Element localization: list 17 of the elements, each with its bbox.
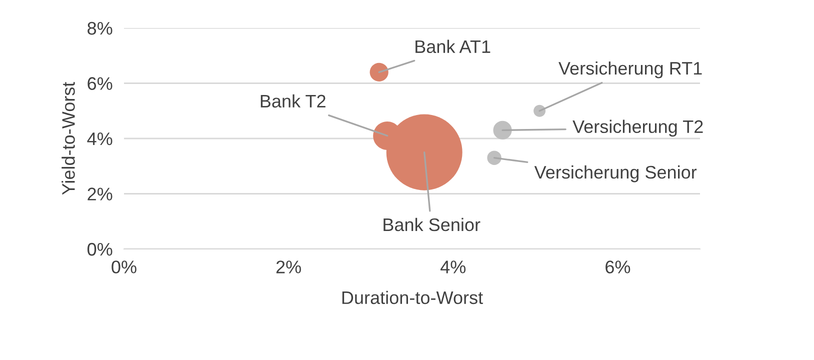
x-tick-label: 2% [276,260,301,274]
y-tick-label: 4% [87,132,112,146]
annotation: Versicherung T2 [572,120,703,137]
annotation: Versicherung Senior [534,165,697,182]
x-tick-label: 0% [112,260,136,274]
x-tick-label: 6% [606,260,630,274]
y-tick-label: 6% [88,77,112,90]
annotation: Bank T2 [260,94,326,108]
x-tick-label: 4% [440,260,466,274]
y-tick-label: 2% [88,188,112,200]
y-axis-title: Yield-to-Worst [62,82,75,195]
y-tick-label: 8% [88,22,112,35]
y-tick-label: 0% [88,242,112,256]
annotation: Versicherung RT1 [558,61,702,78]
annotation: Bank AT1 [416,40,490,54]
annotation: Bank Senior [384,218,480,232]
x-axis-title: Duration-to-Worst [342,290,483,304]
